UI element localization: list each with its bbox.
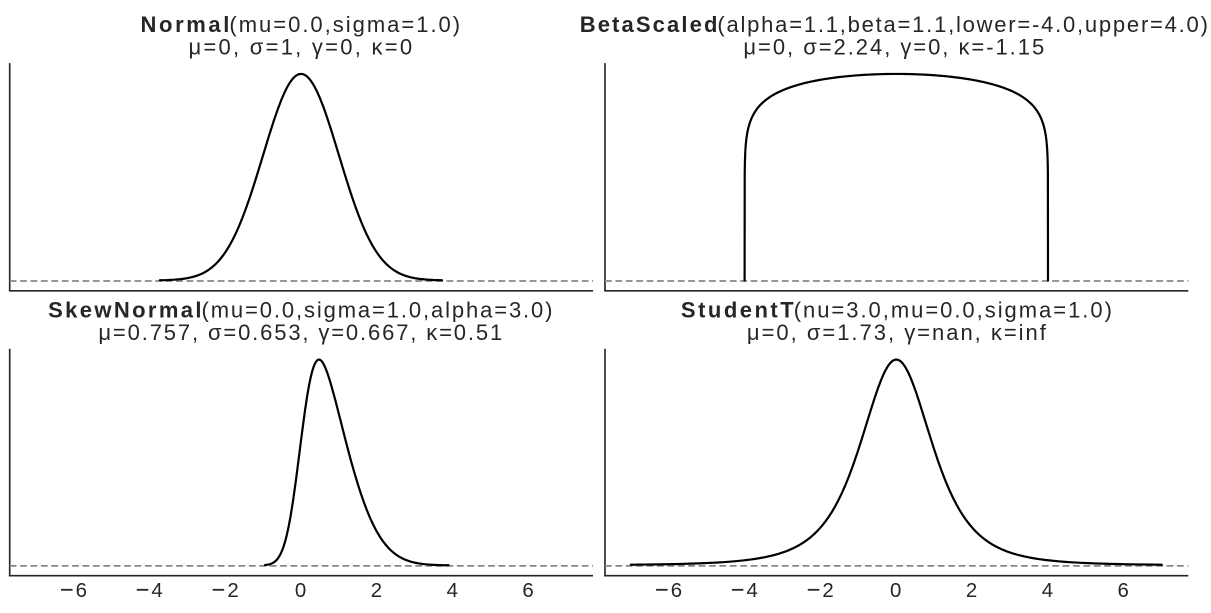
svg-text:2: 2	[371, 580, 382, 602]
svg-text:SkewNormal: SkewNormal	[48, 298, 201, 323]
svg-text:6: 6	[1118, 580, 1129, 602]
svg-text:4: 4	[151, 580, 162, 602]
svg-text:μ=0, σ=1.73, γ=nan, κ=inf: μ=0, σ=1.73, γ=nan, κ=inf	[747, 320, 1047, 345]
svg-text:μ=0.757, σ=0.653, γ=0.667, κ=0: μ=0.757, σ=0.653, γ=0.667, κ=0.51	[98, 320, 502, 345]
svg-text:0: 0	[890, 580, 901, 602]
svg-text:0: 0	[295, 580, 306, 602]
svg-text:2: 2	[822, 580, 833, 602]
svg-text:4: 4	[747, 580, 758, 602]
svg-text:2: 2	[966, 580, 977, 602]
svg-text:6: 6	[671, 580, 682, 602]
svg-text:2: 2	[227, 580, 238, 602]
svg-text:(mu=0.0,sigma=1.0,alpha=3.0): (mu=0.0,sigma=1.0,alpha=3.0)	[202, 298, 553, 323]
svg-text:6: 6	[522, 580, 533, 602]
svg-text:BetaScaled: BetaScaled	[580, 12, 718, 37]
svg-text:4: 4	[447, 580, 458, 602]
svg-text:6: 6	[76, 580, 87, 602]
svg-text:μ=0, σ=2.24, γ=0, κ=-1.15: μ=0, σ=2.24, γ=0, κ=-1.15	[743, 34, 1044, 59]
svg-text:4: 4	[1042, 580, 1053, 602]
svg-text:(alpha=1.1,beta=1.1,lower=-4.0: (alpha=1.1,beta=1.1,lower=-4.0,upper=4.0…	[717, 12, 1208, 37]
svg-text:μ=0, σ=1, γ=0, κ=0: μ=0, σ=1, γ=0, κ=0	[189, 34, 413, 59]
svg-text:(mu=0.0,sigma=1.0): (mu=0.0,sigma=1.0)	[229, 12, 460, 37]
